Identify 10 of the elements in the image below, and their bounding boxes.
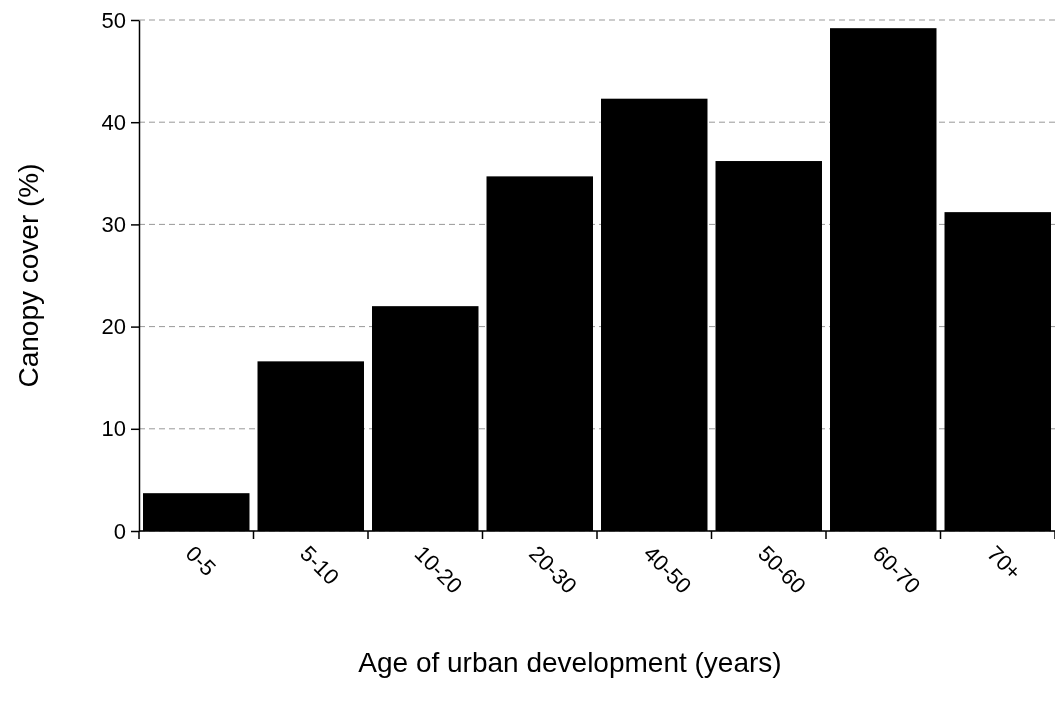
x-axis-title: Age of urban development (years) [358,647,782,678]
y-tick-label: 20 [101,314,126,340]
y-tick-label: 10 [101,416,126,442]
y-tick-label: 50 [101,7,126,33]
y-axis-title: Canopy cover (%) [13,163,44,388]
y-tick-label: 30 [101,211,126,237]
x-tick-label: 0-5 [180,540,221,582]
y-tick-label: 40 [101,109,126,135]
y-tick-label: 0 [113,518,126,544]
x-tick-label: 70+ [982,540,1027,585]
